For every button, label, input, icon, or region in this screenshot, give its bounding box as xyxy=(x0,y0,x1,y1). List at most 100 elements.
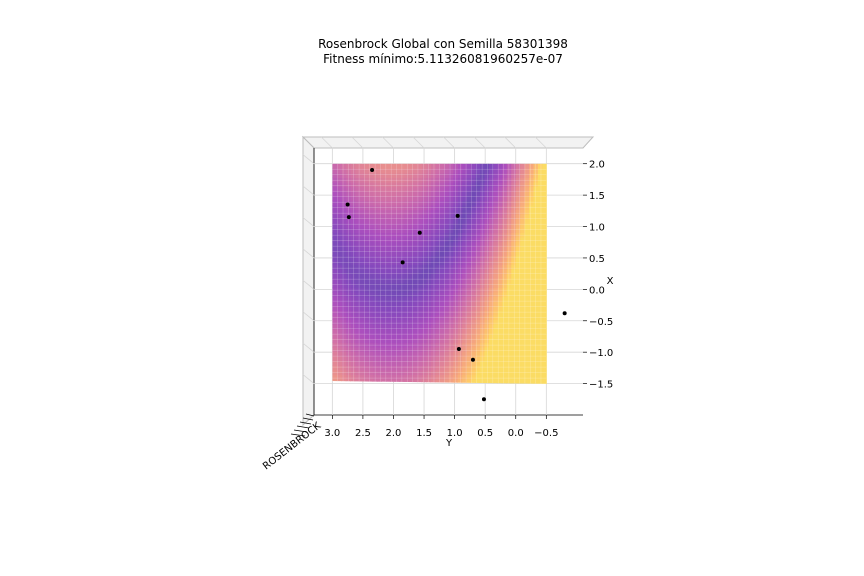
surface-cell xyxy=(341,314,347,321)
y-tick-label: 1.0 xyxy=(589,223,605,234)
surface-cell xyxy=(408,204,414,211)
surface-cell xyxy=(448,237,454,243)
surface-cell xyxy=(385,218,391,224)
surface-cell xyxy=(363,241,369,247)
surface-cell xyxy=(425,287,432,293)
surface-cell xyxy=(354,177,360,183)
surface-cell xyxy=(408,278,414,284)
surface-cell xyxy=(421,296,427,302)
surface-cell xyxy=(332,305,338,311)
gridline-y-pane xyxy=(302,311,315,322)
surface-cell xyxy=(448,259,454,266)
surface-cell xyxy=(412,310,418,316)
x-tick-label: 2.5 xyxy=(355,428,371,439)
surface-cell xyxy=(390,218,396,224)
surface-cell xyxy=(341,305,347,311)
surface-cell xyxy=(452,337,458,343)
surface-cell xyxy=(354,163,360,169)
surface-cell xyxy=(497,333,503,339)
surface-cell xyxy=(430,172,436,179)
surface-cell xyxy=(412,278,418,284)
surface-cell xyxy=(421,305,427,311)
surface-cell xyxy=(510,328,516,334)
surface-cell xyxy=(359,310,365,316)
surface-cell xyxy=(528,374,534,380)
surface-cell xyxy=(368,369,374,376)
surface-cell xyxy=(403,291,409,298)
surface-cell xyxy=(434,218,440,224)
surface-cell xyxy=(376,259,382,266)
surface-cell xyxy=(399,163,405,169)
surface-cell xyxy=(399,214,405,220)
surface-cell xyxy=(385,365,391,371)
surface-cell xyxy=(434,264,440,270)
surface-cell xyxy=(537,291,543,298)
surface-cell xyxy=(515,305,521,311)
surface-cell xyxy=(470,346,476,353)
surface-cell xyxy=(541,346,547,353)
surface-cell xyxy=(341,204,347,211)
surface-cell xyxy=(417,177,423,183)
surface-cell xyxy=(443,305,449,311)
surface-cell xyxy=(483,365,489,371)
surface-cell xyxy=(359,218,365,224)
surface-cell xyxy=(479,287,485,293)
surface-cell xyxy=(515,259,521,266)
surface-cell xyxy=(336,259,342,266)
surface-cell xyxy=(399,241,405,247)
surface-cell xyxy=(439,255,445,261)
surface-cell xyxy=(439,337,445,343)
surface-cell xyxy=(510,168,516,174)
surface-cell xyxy=(425,255,432,261)
surface-cell xyxy=(341,319,347,325)
gridline-x-pane xyxy=(504,136,517,149)
surface-cell xyxy=(345,237,351,243)
surface-cell xyxy=(385,273,391,279)
surface-cell xyxy=(363,259,369,266)
surface-cell xyxy=(376,351,382,357)
surface-cell xyxy=(359,227,365,234)
surface-cell xyxy=(403,356,409,362)
surface-cell xyxy=(457,209,463,215)
surface-cell xyxy=(403,177,409,183)
surface-cell xyxy=(417,232,423,238)
surface-cell xyxy=(385,301,391,307)
surface-cell xyxy=(345,369,351,376)
surface-cell xyxy=(537,342,543,348)
surface-cell xyxy=(470,246,476,252)
surface-cell xyxy=(376,282,382,288)
surface-cell xyxy=(452,269,458,275)
surface-cell xyxy=(421,259,427,266)
surface-cell xyxy=(399,227,405,234)
surface-cell xyxy=(372,246,378,252)
surface-cell xyxy=(519,163,525,169)
surface-cell xyxy=(394,223,400,229)
surface-cell xyxy=(368,200,374,206)
surface-cell xyxy=(359,360,365,366)
surface-cell xyxy=(385,379,391,384)
surface-cell xyxy=(501,273,507,279)
surface-cell xyxy=(408,360,414,366)
surface-cell xyxy=(332,365,338,371)
surface-cell xyxy=(466,324,472,330)
surface-cell xyxy=(394,168,400,174)
surface-cell xyxy=(359,282,365,288)
surface-cell xyxy=(524,204,530,211)
surface-cell xyxy=(434,269,440,275)
surface-cell xyxy=(376,195,382,201)
surface-cell xyxy=(501,337,507,343)
surface-cell xyxy=(479,365,485,371)
surface-cell xyxy=(466,269,472,275)
surface-cell xyxy=(350,310,356,316)
surface-cell xyxy=(363,182,369,188)
surface-cell xyxy=(532,191,539,197)
surface-cell xyxy=(363,269,369,275)
surface-cell xyxy=(341,223,347,229)
surface-cell xyxy=(376,227,382,234)
surface-cell xyxy=(528,259,534,266)
surface-cell xyxy=(390,346,396,353)
surface-cell xyxy=(501,232,507,238)
surface-cell xyxy=(483,259,489,266)
surface-cell xyxy=(372,195,378,201)
surface-cell xyxy=(474,172,481,179)
